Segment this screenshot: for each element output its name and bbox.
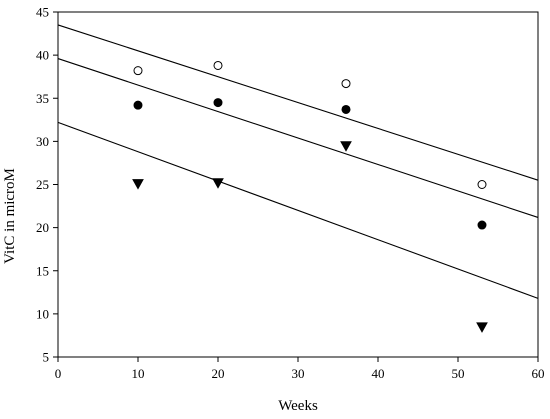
fit-line-2 [57, 58, 539, 218]
y-tick-label: 30 [36, 134, 49, 149]
data-point-open-circle [477, 180, 487, 189]
x-tick-label: 50 [452, 366, 465, 381]
y-tick-label: 15 [36, 263, 49, 278]
y-tick-label: 35 [36, 91, 49, 106]
data-point-triangle-down [212, 178, 224, 189]
data-points [132, 60, 488, 333]
data-point-triangle-down [132, 179, 144, 190]
fit-line-1 [57, 24, 539, 181]
data-point-open-circle [341, 79, 351, 89]
data-point-filled-circle [341, 104, 351, 114]
axes-frame [57, 11, 539, 358]
data-point-triangle-down [340, 141, 352, 152]
x-tick-label: 10 [132, 366, 145, 381]
x-tick-label: 30 [292, 366, 305, 381]
y-tick-label: 10 [36, 306, 49, 321]
y-tick-label: 40 [36, 48, 49, 63]
fit-line-3 [57, 121, 539, 299]
x-axis: 0 10 20 30 40 50 60 [55, 357, 545, 381]
data-point-filled-circle [133, 100, 143, 110]
y-tick-label: 5 [43, 350, 50, 365]
x-tick-label: 60 [532, 366, 545, 381]
fit-lines [57, 24, 539, 299]
y-axis: 5 10 15 20 25 30 35 40 45 [36, 5, 58, 365]
x-axis-label: Weeks [278, 398, 318, 414]
data-point-open-circle [133, 66, 143, 76]
y-tick-label: 25 [36, 177, 49, 192]
plot-area [57, 11, 539, 358]
data-point-open-circle [213, 60, 223, 70]
data-point-filled-circle [477, 220, 487, 230]
x-tick-label: 40 [372, 366, 385, 381]
data-point-triangle-down [476, 322, 488, 333]
data-point-filled-circle [213, 98, 223, 108]
y-axis-label: VitC in microM [2, 168, 18, 264]
x-tick-label: 20 [212, 366, 225, 381]
y-tick-label: 45 [36, 5, 49, 20]
x-tick-label: 0 [55, 366, 62, 381]
y-tick-label: 20 [36, 220, 49, 235]
